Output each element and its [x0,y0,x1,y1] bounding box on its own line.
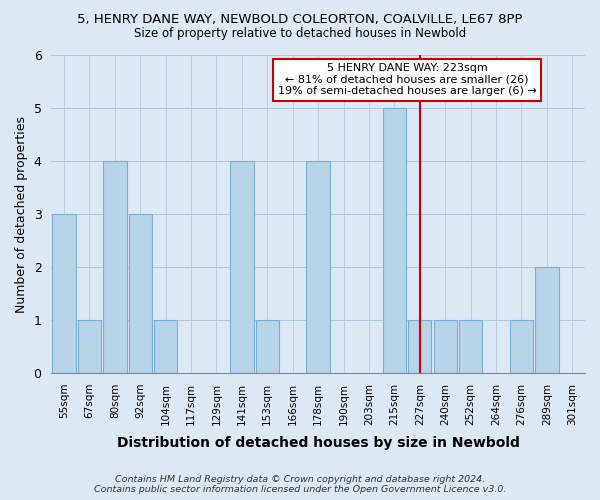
Bar [434,320,457,373]
Bar [510,320,533,373]
Bar [52,214,76,373]
Bar [154,320,178,373]
Bar [535,267,559,373]
Bar [256,320,279,373]
Bar [230,161,254,373]
Bar [383,108,406,373]
Bar [459,320,482,373]
Bar [103,161,127,373]
Text: Size of property relative to detached houses in Newbold: Size of property relative to detached ho… [134,28,466,40]
Bar [128,214,152,373]
Text: Contains HM Land Registry data © Crown copyright and database right 2024.
Contai: Contains HM Land Registry data © Crown c… [94,474,506,494]
Bar [307,161,330,373]
Text: 5 HENRY DANE WAY: 223sqm
← 81% of detached houses are smaller (26)
19% of semi-d: 5 HENRY DANE WAY: 223sqm ← 81% of detach… [278,63,536,96]
Bar [78,320,101,373]
Bar [408,320,431,373]
X-axis label: Distribution of detached houses by size in Newbold: Distribution of detached houses by size … [117,436,520,450]
Y-axis label: Number of detached properties: Number of detached properties [15,116,28,312]
Text: 5, HENRY DANE WAY, NEWBOLD COLEORTON, COALVILLE, LE67 8PP: 5, HENRY DANE WAY, NEWBOLD COLEORTON, CO… [77,12,523,26]
